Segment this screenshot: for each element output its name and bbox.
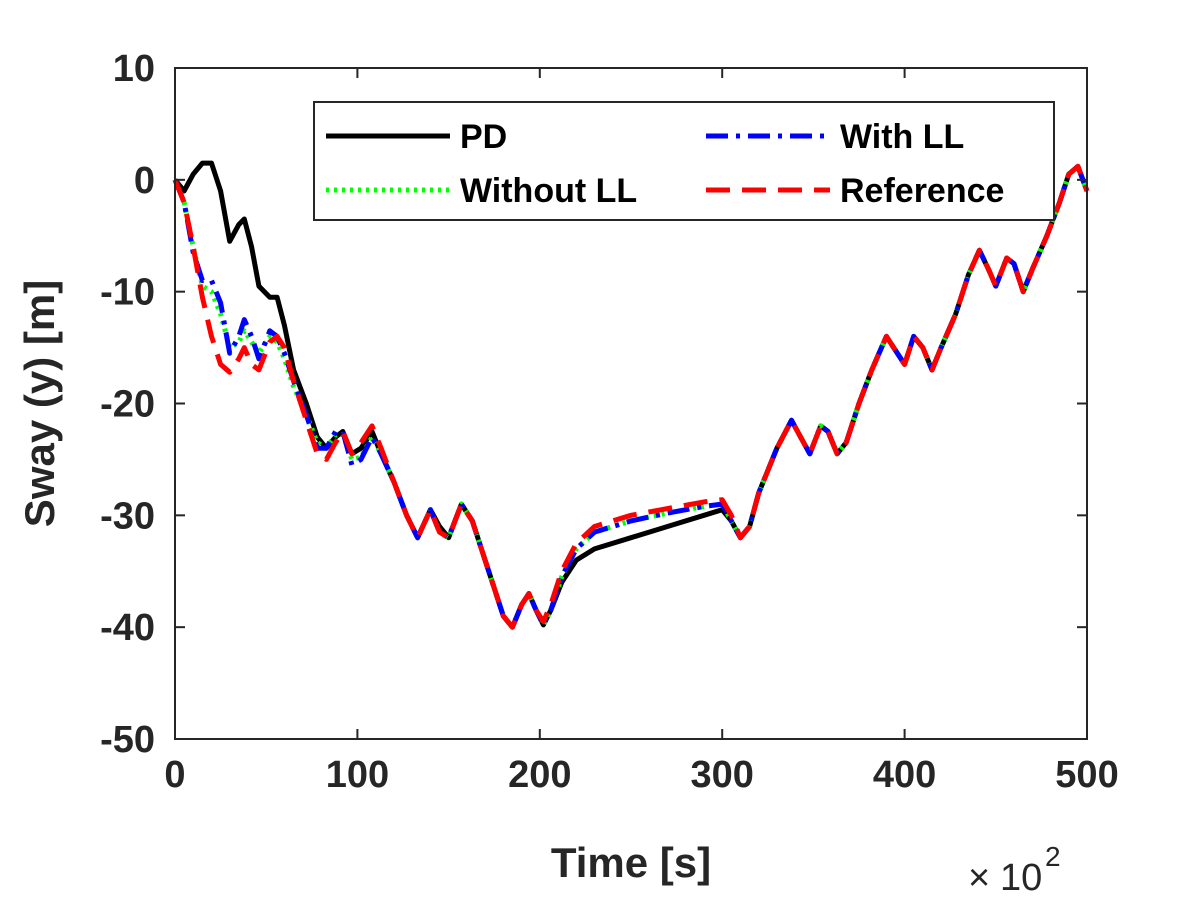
y-axis-label: Sway (y) [m] (16, 280, 63, 527)
legend-label-without-ll: Without LL (460, 172, 637, 210)
series-line-pd (173, 160, 1090, 630)
series-line-without-ll (172, 163, 1090, 630)
series-line-with-ll (172, 163, 1090, 630)
legend-label-pd: PD (460, 118, 507, 156)
x-tick-label: 200 (508, 754, 571, 796)
legend-label-with-ll: With LL (840, 118, 964, 156)
x-tick-label: 400 (873, 754, 936, 796)
x-multiplier-exponent: 2 (1045, 841, 1061, 872)
y-tick-label: -40 (100, 607, 155, 649)
series-layer (172, 160, 1090, 630)
x-tick-label: 300 (690, 754, 753, 796)
legend-box (313, 101, 1055, 221)
legend-label-reference: Reference (840, 172, 1004, 210)
x-tick-label: 100 (326, 754, 389, 796)
x-multiplier-base: 10 (1000, 857, 1042, 899)
x-multiplier-times: × (968, 857, 990, 899)
y-tick-label: -20 (100, 384, 155, 426)
y-tick-label: -30 (100, 495, 155, 537)
y-tick-label: 0 (134, 160, 155, 202)
y-tick-label: -50 (100, 719, 155, 761)
series-line-reference (172, 163, 1090, 630)
x-axis-label: Time [s] (551, 839, 711, 886)
y-tick-label: 10 (113, 48, 155, 90)
x-tick-label: 0 (164, 754, 185, 796)
x-axis-multiplier: × 10 2 (968, 841, 1061, 899)
y-tick-label: -10 (100, 272, 155, 314)
legend: PD With LL Without LL Reference (313, 101, 1055, 221)
x-tick-label: 500 (1055, 754, 1118, 796)
